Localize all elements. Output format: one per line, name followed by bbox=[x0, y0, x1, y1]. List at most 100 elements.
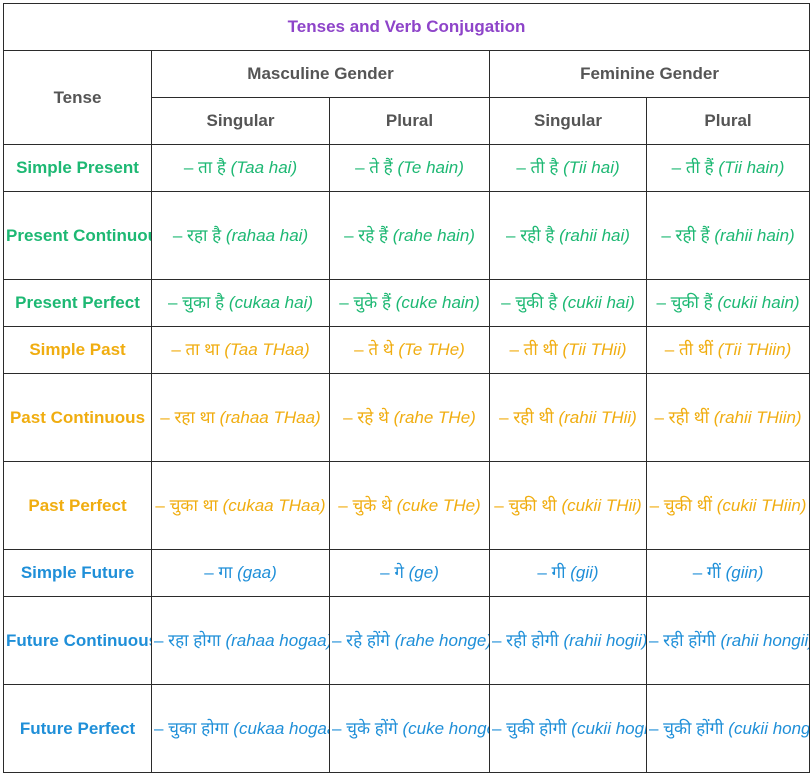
transliteration: (cukii THii) bbox=[561, 495, 642, 515]
row-present-continuous: Present Continuous – रहा है (rahaa hai) – … bbox=[3, 191, 811, 280]
hindi-suffix: – रहा था bbox=[160, 407, 215, 427]
hindi-suffix: – चुका होगा bbox=[154, 718, 229, 738]
hindi-suffix: – रही होगी bbox=[492, 630, 559, 650]
hindi-suffix: – रही थी bbox=[499, 407, 554, 427]
transliteration: (cukii hai) bbox=[562, 293, 635, 312]
cell-masculine-singular: – ता है (Taa hai) bbox=[151, 144, 330, 192]
cell-masculine-singular: – चुका था (cukaa THaa) bbox=[151, 461, 330, 550]
hindi-suffix: – चुकी हैं bbox=[656, 293, 713, 312]
hindi-suffix: – गी bbox=[537, 563, 566, 582]
hindi-suffix: – रही होंगी bbox=[649, 630, 716, 650]
hindi-suffix: – रहे हैं bbox=[344, 225, 388, 245]
hindi-suffix: – चुकी है bbox=[501, 293, 558, 312]
transliteration: (giin) bbox=[725, 563, 764, 582]
transliteration: (ge) bbox=[408, 563, 439, 582]
transliteration: (Tii hain) bbox=[718, 158, 785, 177]
tense-label: Simple Present bbox=[3, 144, 152, 192]
row-simple-past: Simple Past – ता था (Taa THaa) – ते थे (Te… bbox=[3, 326, 811, 374]
cell-feminine-plural: – गीं (giin) bbox=[645, 549, 811, 597]
transliteration: (rahii hai) bbox=[559, 225, 630, 245]
hindi-suffix: – चुके हैं bbox=[339, 293, 391, 312]
hindi-suffix: – चुकी थी bbox=[494, 495, 557, 515]
transliteration: (cukii THiin) bbox=[716, 495, 807, 515]
hindi-suffix: – चुकी होगी bbox=[492, 718, 567, 738]
transliteration: (Te THe) bbox=[398, 340, 465, 359]
tense-label: Past Perfect bbox=[3, 461, 152, 550]
tense-label: Future Perfect bbox=[3, 684, 152, 773]
transliteration: (cukaa hai) bbox=[228, 293, 314, 312]
cell-masculine-singular: – चुका होगा (cukaa hogaa) bbox=[151, 684, 330, 773]
transliteration: (cukii hongii) bbox=[728, 718, 808, 738]
cell-masculine-plural: – रहे होंगे (rahe honge) bbox=[329, 596, 490, 685]
row-future-continuous: Future Continuous – रहा होगा (rahaa hogaa… bbox=[3, 596, 811, 685]
table-title: Tenses and Verb Conjugation bbox=[2, 3, 811, 51]
transliteration: (Te hain) bbox=[397, 158, 464, 177]
hindi-suffix: – ती थीं bbox=[664, 340, 714, 359]
hindi-suffix: – रहे थे bbox=[343, 407, 389, 427]
cell-feminine-plural: – चुकी होंगी (cukii hongii) bbox=[645, 684, 811, 773]
hindi-suffix: – ते थे bbox=[354, 340, 394, 359]
transliteration: (rahaa THaa) bbox=[219, 407, 321, 427]
hindi-suffix: – रही थीं bbox=[654, 407, 710, 427]
cell-masculine-plural: – ते थे (Te THe) bbox=[329, 326, 490, 374]
hindi-suffix: – चुका था bbox=[155, 495, 218, 515]
cell-feminine-singular: – रही होगी (rahii hogii) bbox=[489, 596, 647, 685]
transliteration: (rahii THiin) bbox=[713, 407, 802, 427]
number-header-row: Singular Plural Singular Plural bbox=[4, 97, 811, 145]
cell-masculine-singular: – चुका है (cukaa hai) bbox=[151, 279, 330, 327]
hindi-suffix: – ते हैं bbox=[355, 158, 393, 177]
cell-feminine-singular: – ती है (Tii hai) bbox=[489, 144, 647, 192]
hindi-suffix: – चुके होंगे bbox=[332, 718, 398, 738]
hindi-suffix: – ता था bbox=[171, 340, 220, 359]
row-past-perfect: Past Perfect – चुका था (cukaa THaa) – चुके… bbox=[3, 461, 811, 550]
masculine-singular-header: Singular bbox=[151, 97, 330, 145]
transliteration: (rahaa hai) bbox=[225, 225, 309, 245]
transliteration: (cuke THe) bbox=[396, 495, 481, 515]
cell-masculine-plural: – रहे हैं (rahe hain) bbox=[329, 191, 490, 280]
cell-masculine-plural: – चुके होंगे (cuke honge) bbox=[329, 684, 490, 773]
row-present-perfect: Present Perfect – चुका है (cukaa hai) – चु… bbox=[3, 279, 811, 327]
cell-masculine-singular: – ता था (Taa THaa) bbox=[151, 326, 330, 374]
cell-feminine-plural: – चुकी हैं (cukii hain) bbox=[645, 279, 811, 327]
cell-masculine-singular: – रहा है (rahaa hai) bbox=[151, 191, 330, 280]
cell-feminine-singular: – रही थी (rahii THii) bbox=[489, 373, 647, 462]
title-row: Tenses and Verb Conjugation bbox=[2, 3, 811, 51]
tense-label: Past Continuous bbox=[3, 373, 152, 462]
transliteration: (cukii hain) bbox=[717, 293, 800, 312]
cell-feminine-plural: – रही हैं (rahii hain) bbox=[645, 191, 811, 280]
cell-masculine-singular: – रहा था (rahaa THaa) bbox=[151, 373, 330, 462]
transliteration: (cuke honge) bbox=[402, 718, 489, 738]
hindi-suffix: – गीं bbox=[692, 563, 721, 582]
hindi-suffix: – रही है bbox=[506, 225, 555, 245]
transliteration: (Tii THii) bbox=[562, 340, 627, 359]
transliteration: (rahe THe) bbox=[393, 407, 476, 427]
hindi-suffix: – ती है bbox=[516, 158, 559, 177]
transliteration: (gaa) bbox=[237, 563, 277, 582]
masculine-plural-header: Plural bbox=[329, 97, 490, 145]
masculine-gender-header: Masculine Gender bbox=[151, 50, 490, 98]
transliteration: (rahaa hogaa) bbox=[225, 630, 330, 650]
hindi-suffix: – रहा है bbox=[172, 225, 222, 245]
hindi-suffix: – रही हैं bbox=[661, 225, 710, 245]
transliteration: (cukii hogii) bbox=[571, 718, 645, 738]
cell-feminine-singular: – चुकी है (cukii hai) bbox=[489, 279, 647, 327]
cell-feminine-plural: – रही होंगी (rahii hongii) bbox=[645, 596, 811, 685]
transliteration: (Tii hai) bbox=[563, 158, 620, 177]
table-body: Simple Present – ता है (Taa hai) – ते हैं … bbox=[3, 144, 811, 773]
cell-masculine-plural: – गे (ge) bbox=[329, 549, 490, 597]
tense-label: Simple Past bbox=[3, 326, 152, 374]
cell-feminine-singular: – ती थी (Tii THii) bbox=[489, 326, 647, 374]
feminine-singular-header: Singular bbox=[489, 97, 647, 145]
transliteration: (rahii hogii) bbox=[563, 630, 647, 650]
cell-masculine-plural: – चुके थे (cuke THe) bbox=[329, 461, 490, 550]
row-simple-present: Simple Present – ता है (Taa hai) – ते हैं … bbox=[3, 144, 811, 192]
cell-feminine-plural: – रही थीं (rahii THiin) bbox=[645, 373, 811, 462]
hindi-suffix: – चुकी थीं bbox=[649, 495, 712, 515]
feminine-gender-header: Feminine Gender bbox=[488, 50, 811, 98]
hindi-suffix: – गा bbox=[204, 563, 233, 582]
tense-label: Future Continuous bbox=[3, 596, 152, 685]
transliteration: (rahe hain) bbox=[392, 225, 475, 245]
hindi-suffix: – ता है bbox=[183, 158, 226, 177]
cell-feminine-singular: – रही है (rahii hai) bbox=[489, 191, 647, 280]
transliteration: (gii) bbox=[570, 563, 599, 582]
